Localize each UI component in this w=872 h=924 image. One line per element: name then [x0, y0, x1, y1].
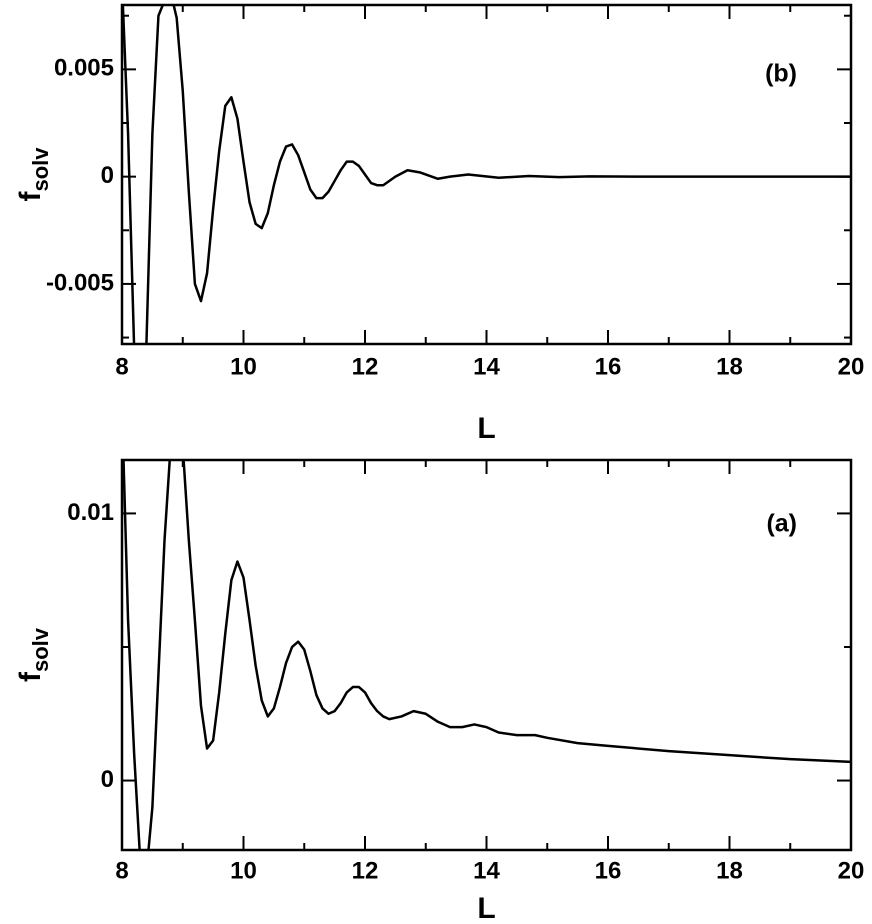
- x-tick-label: 10: [230, 353, 257, 380]
- y-axis-label-main: f: [14, 191, 47, 202]
- data-line: [122, 460, 851, 850]
- y-axis-label-subscript: solv: [28, 627, 53, 672]
- y-axis-label-main: f: [14, 671, 47, 682]
- x-tick-label: 14: [473, 353, 500, 380]
- y-axis-label: fsolv: [14, 627, 53, 682]
- x-tick-label: 14: [473, 857, 500, 884]
- x-tick-label: 8: [115, 857, 128, 884]
- x-tick-label: 8: [115, 353, 128, 380]
- plot-frame: [120, 3, 853, 346]
- x-tick-label: 20: [838, 353, 865, 380]
- y-axis-label: fsolv: [14, 147, 53, 202]
- x-tick-label: 16: [595, 857, 622, 884]
- y-axis-label-subscript: solv: [28, 147, 53, 192]
- y-tick-label: -0.005: [46, 269, 114, 296]
- plot-frame: [120, 458, 853, 852]
- x-tick-label: 10: [230, 857, 257, 884]
- x-tick-label: 18: [716, 857, 743, 884]
- panel-annotation: (b): [765, 60, 797, 88]
- panel-annotation: (a): [766, 510, 797, 538]
- x-tick-label: 12: [352, 353, 379, 380]
- y-tick-label: 0: [101, 162, 114, 189]
- x-axis-label: L: [477, 892, 495, 924]
- x-axis-label: L: [477, 412, 495, 445]
- x-tick-label: 12: [352, 857, 379, 884]
- y-tick-label: 0.005: [54, 55, 114, 82]
- x-tick-label: 18: [716, 353, 743, 380]
- x-tick-label: 16: [595, 353, 622, 380]
- y-tick-label: 0: [101, 766, 114, 793]
- data-line: [122, 5, 851, 344]
- y-tick-label: 0.01: [67, 499, 114, 526]
- x-tick-label: 20: [838, 857, 865, 884]
